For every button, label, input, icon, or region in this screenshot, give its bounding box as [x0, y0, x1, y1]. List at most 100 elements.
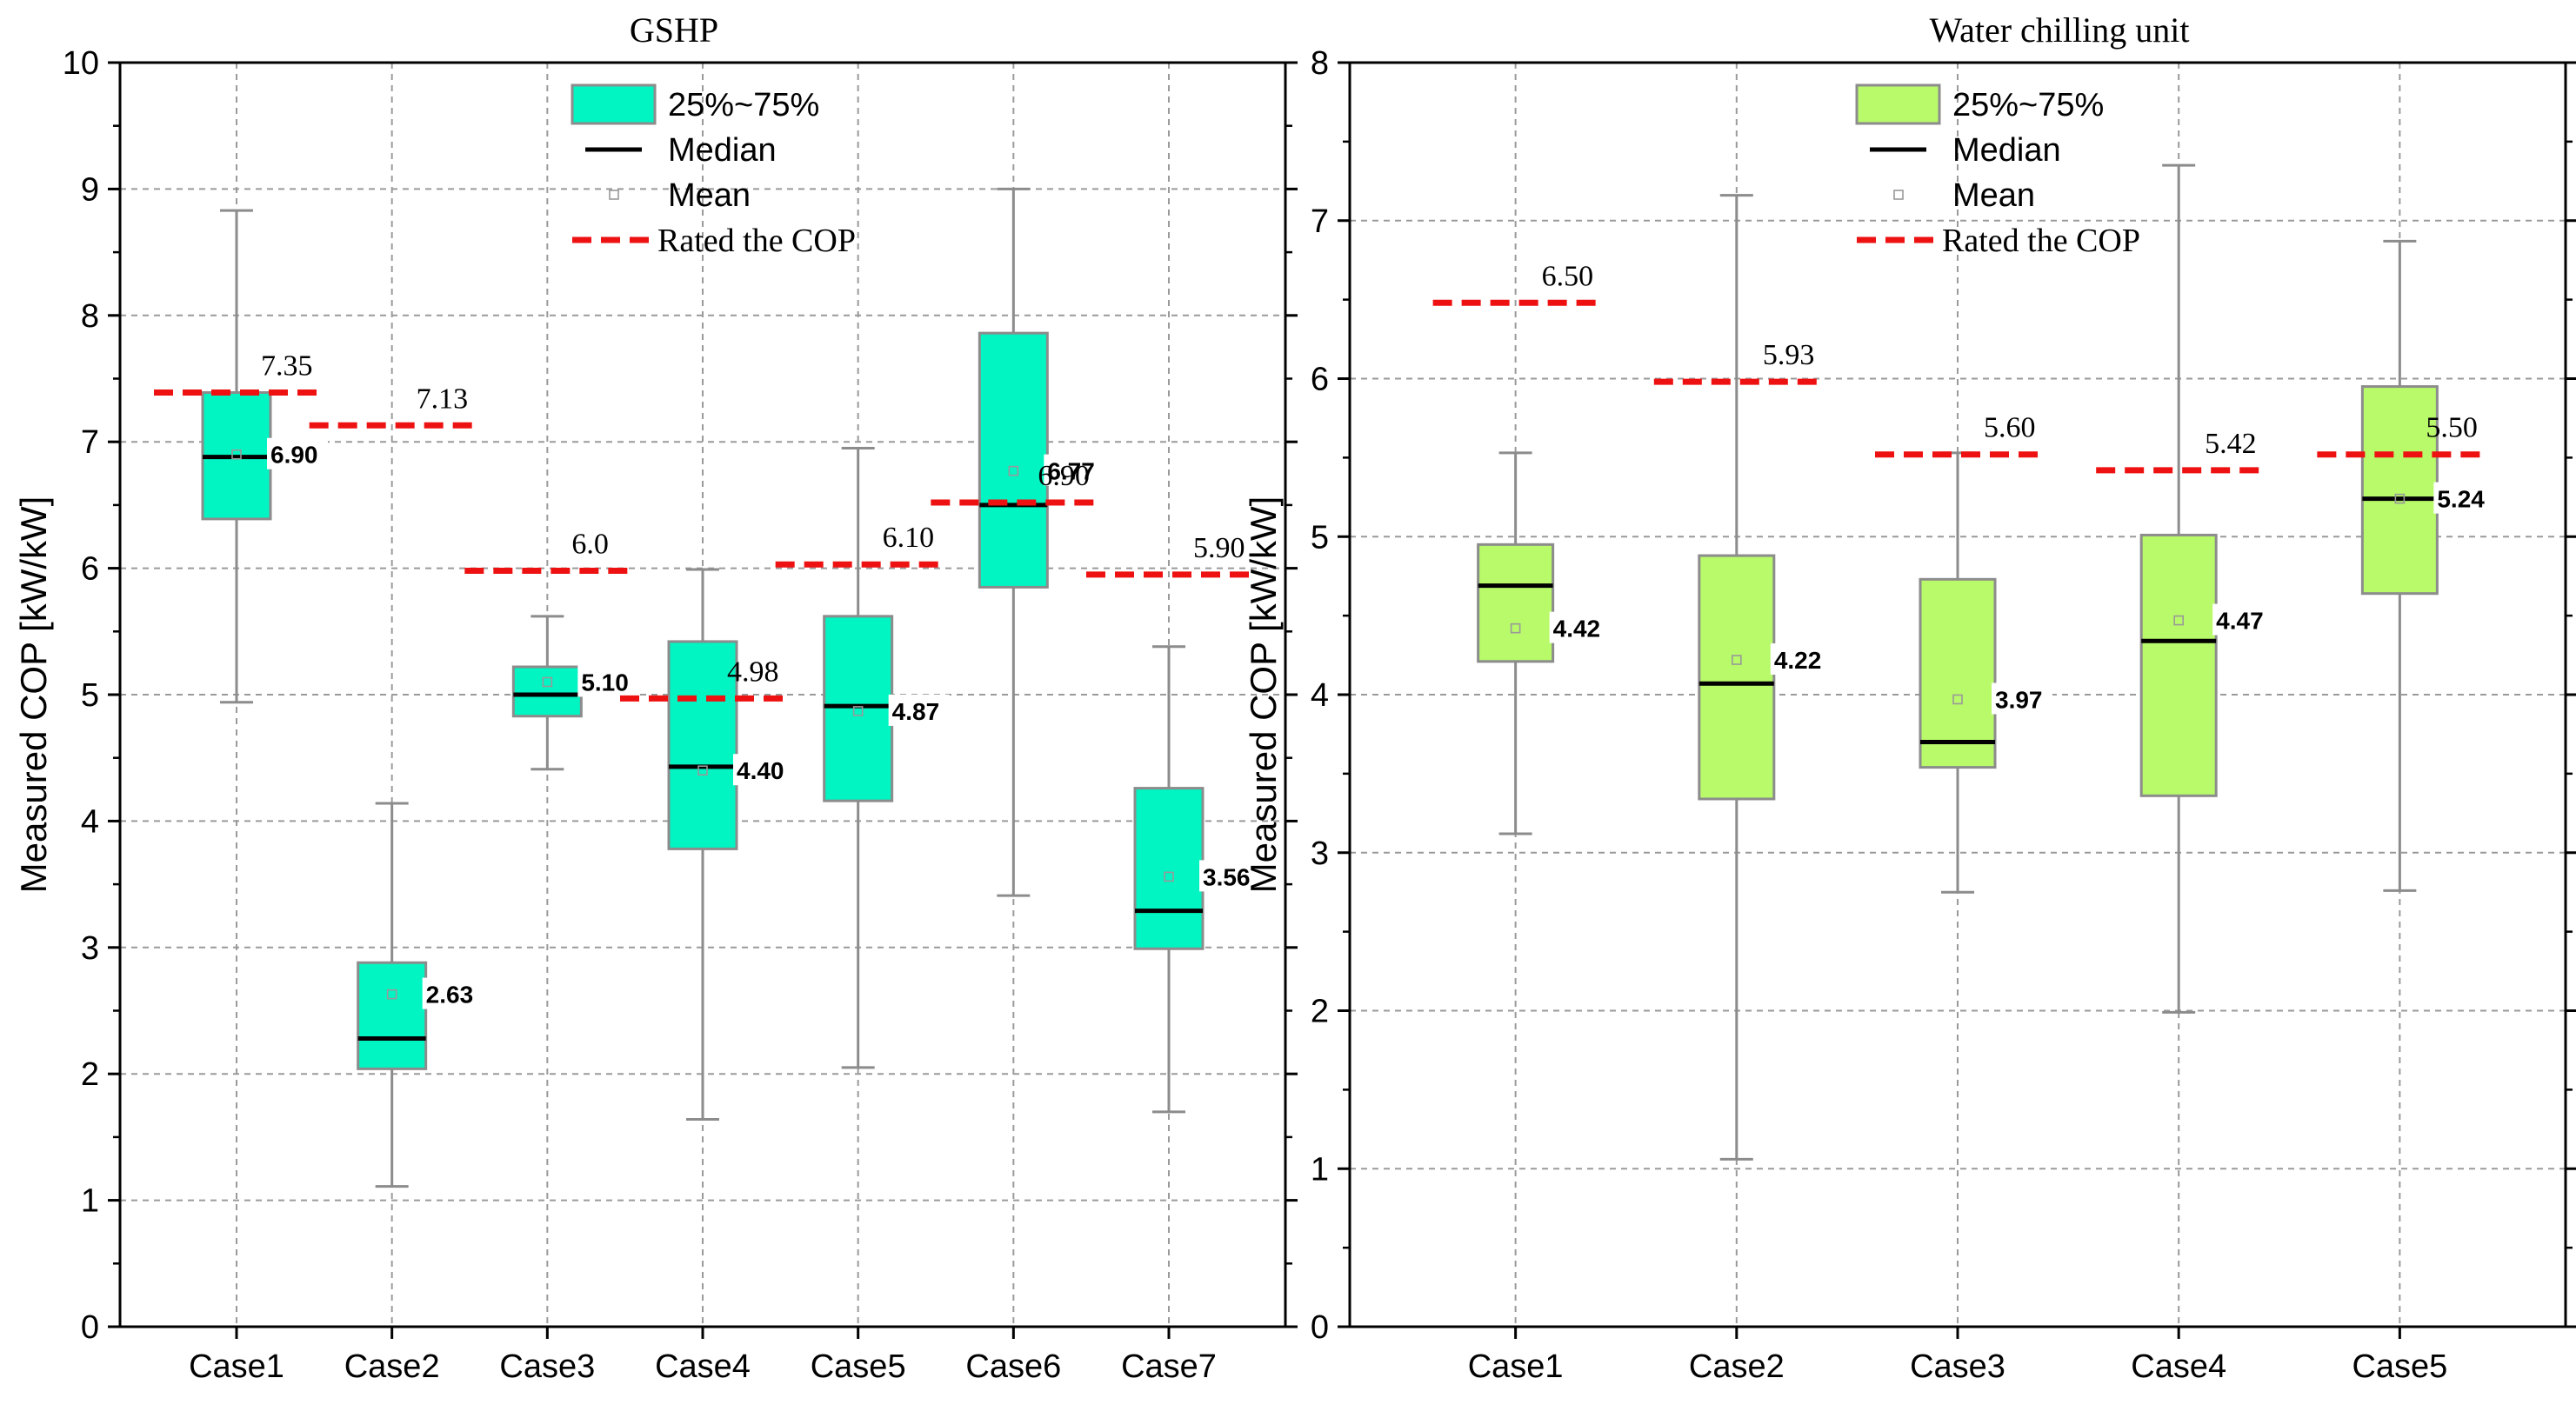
- rated-cop-label: 6.10: [883, 522, 935, 554]
- mean-value-label: 4.22: [1774, 647, 1822, 674]
- rated-cop-label: 4.98: [727, 656, 779, 688]
- legend-box-swatch: [1855, 83, 1941, 125]
- y-tick-label: 4: [1311, 677, 1329, 714]
- iqr-box: [1477, 543, 1555, 663]
- mean-marker: [1952, 694, 1963, 705]
- legend: 25%~75% Median Mean Rated the COP: [1855, 83, 2140, 259]
- iqr-box: [667, 640, 738, 850]
- legend-mean-swatch: [609, 190, 619, 200]
- box-case3: 3.97 5.60: [1875, 412, 2052, 894]
- rated-cop-label: 5.90: [1193, 532, 1245, 564]
- box-case3: 5.10 6.0: [464, 529, 639, 771]
- mean-value-label: 2.63: [426, 982, 473, 1009]
- mean-label-background: [1992, 682, 2052, 715]
- box-case2: 4.22 5.93: [1653, 194, 1832, 1161]
- chart-title: GSHP: [630, 10, 718, 50]
- x-axis: Case1 Case2 Case3 Case4 Case5: [1468, 1327, 2447, 1385]
- box-case5: 4.87 6.10: [775, 446, 950, 1069]
- rated-cop-label: 6.90: [1038, 460, 1090, 492]
- legend-median-label: Median: [668, 132, 777, 169]
- x-axis: Case1 Case2 Case3 Case4 Case5 Case6 Case7: [189, 1327, 1217, 1385]
- mean-value-label: 5.24: [2437, 486, 2485, 513]
- rated-cop-label: 5.42: [2205, 428, 2257, 460]
- mean-marker: [231, 449, 242, 460]
- y-tick-label: 8: [81, 298, 99, 335]
- y-tick-label: 8: [1311, 45, 1329, 82]
- mean-marker: [2394, 493, 2406, 504]
- mean-label-background: [422, 977, 484, 1009]
- mean-value-label: 6.90: [270, 442, 318, 469]
- water-chilling-unit-chart-panel: Water chilling unit 4.42 6.50 4.22 5.93 3.97 5…: [1243, 10, 2576, 1385]
- box-case6: 6.776.90: [931, 187, 1105, 897]
- rated-cop-label: 5.60: [1984, 412, 2036, 444]
- mean-marker: [1164, 871, 1174, 882]
- mean-marker: [852, 706, 864, 716]
- box-case2: 2.63 7.13: [309, 383, 484, 1188]
- y-tick-label: 5: [81, 677, 99, 714]
- x-tick-label: Case1: [189, 1348, 284, 1385]
- box-case4: 4.40 4.98: [620, 568, 794, 1122]
- chart-title: Water chilling unit: [1930, 10, 2190, 50]
- mean-label-background: [733, 754, 794, 786]
- y-tick-label: 4: [81, 803, 99, 840]
- y-tick-label: 10: [63, 45, 99, 82]
- x-tick-label: Case1: [1468, 1348, 1564, 1385]
- y-tick-label: 3: [81, 930, 99, 967]
- mean-label-background: [267, 437, 328, 469]
- mean-label-background: [577, 665, 639, 697]
- iqr-box: [1919, 577, 1997, 769]
- x-tick-label: Case7: [1121, 1348, 1217, 1385]
- y-axis: 0 1 2 3 4 5 6 7 8: [1311, 45, 2576, 1346]
- rated-cop-label: 6.0: [571, 529, 609, 561]
- legend-mean-swatch: [1893, 190, 1904, 200]
- mean-label-background: [2212, 603, 2274, 636]
- mean-value-label: 3.97: [1995, 686, 2043, 713]
- y-tick-label: 2: [1311, 994, 1329, 1030]
- y-tick-label: 7: [81, 424, 99, 461]
- iqr-box: [2139, 533, 2218, 797]
- y-tick-label: 7: [1311, 203, 1329, 240]
- legend-box-label: 25%~75%: [1952, 87, 2104, 123]
- legend-mean-label: Mean: [668, 177, 751, 214]
- box-case4: 4.47 5.42: [2096, 163, 2274, 1014]
- iqr-box: [1698, 554, 1776, 801]
- iqr-box: [2360, 385, 2439, 596]
- mean-label-background: [1549, 611, 1611, 643]
- x-tick-label: Case3: [1910, 1348, 2005, 1385]
- iqr-box: [511, 665, 583, 718]
- mean-label-background: [1044, 454, 1105, 486]
- legend: 25%~75% Median Mean Rated the COP: [571, 83, 856, 259]
- y-tick-label: 3: [1311, 835, 1329, 872]
- legend-mean-label: Mean: [1952, 177, 2035, 214]
- legend-rated-label: Rated the COP: [1942, 223, 2140, 259]
- x-tick-label: Case4: [655, 1348, 751, 1385]
- x-tick-label: Case3: [499, 1348, 595, 1385]
- mean-value-label: 4.42: [1553, 616, 1601, 642]
- y-tick-label: 1: [1311, 1151, 1329, 1188]
- gshp-chart-panel: GSHP 6.90 7.352.637.13 5.10 6.0 4.40 4.984.876…: [13, 10, 1298, 1385]
- mean-value-label: 4.40: [737, 757, 784, 784]
- mean-marker: [1008, 465, 1019, 476]
- mean-value-label: 5.10: [581, 669, 629, 696]
- legend-box-label: 25%~75%: [668, 87, 819, 123]
- mean-marker: [2173, 615, 2184, 626]
- mean-value-label: 3.56: [1203, 863, 1251, 890]
- legend-rated-label: Rated the COP: [657, 223, 856, 259]
- x-tick-label: Case2: [1689, 1348, 1785, 1385]
- rated-cop-label: 7.35: [261, 350, 313, 382]
- iqr-box: [823, 615, 894, 802]
- mean-marker: [1732, 655, 1742, 665]
- mean-label-background: [888, 694, 950, 726]
- y-tick-label: 6: [1311, 362, 1329, 398]
- mean-label-background: [1199, 860, 1260, 892]
- mean-marker: [386, 989, 397, 1000]
- y-tick-label: 0: [81, 1309, 99, 1346]
- legend-median-label: Median: [1952, 132, 2061, 169]
- mean-marker: [1510, 622, 1521, 634]
- x-tick-label: Case2: [344, 1348, 440, 1385]
- y-axis-title: Measured COP [kW/kW]: [13, 496, 54, 894]
- box-case1: 4.42 6.50: [1432, 260, 1611, 835]
- mean-marker: [697, 765, 708, 776]
- mean-value-label: 4.47: [2216, 608, 2264, 635]
